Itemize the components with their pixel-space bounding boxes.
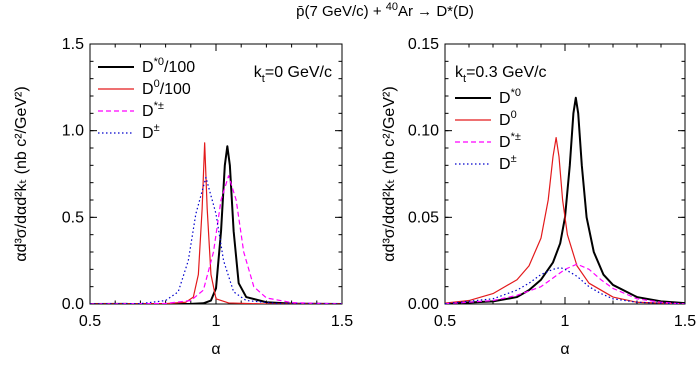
right-series-line-0	[445, 96, 685, 304]
left-legend-label: D0/100	[142, 78, 191, 98]
right-chart: 0.5 1 1.5 0.00 0.05 0.10 0.15 α αd³σ/dαd²kₜ (nb …	[381, 36, 696, 358]
left-y-tick-label: 0.5	[62, 209, 84, 226]
left-legend-label: D*±	[142, 100, 164, 120]
right-y-tick-label: 0.15	[408, 36, 439, 53]
right-plot-frame	[444, 43, 686, 305]
left-x-tick-label: 0.5	[79, 313, 101, 330]
left-legend-label: D±	[142, 122, 160, 142]
right-kt-annotation: kt=0.3 GeV/c	[455, 64, 547, 85]
right-x-axis-title: α	[560, 341, 569, 358]
left-y-axis-title: αd³σ/dαd²kₜ (nb c²/GeV²)	[13, 86, 30, 261]
left-y-tick-label: 1.5	[62, 36, 84, 53]
left-plot-frame	[89, 43, 343, 305]
left-y-tick-label: 0.0	[62, 296, 84, 313]
left-y-tick-label: 1.0	[62, 123, 84, 140]
left-series-line-2	[90, 175, 342, 304]
left-legend-label: D*0/100	[142, 56, 195, 76]
right-series-line-1	[445, 137, 685, 304]
left-series-line-1	[90, 142, 342, 304]
right-y-tick-label: 0.10	[408, 123, 439, 140]
right-series-line-3	[445, 267, 685, 304]
left-x-axis-title: α	[211, 341, 220, 358]
left-series-line-0	[90, 145, 342, 304]
right-y-tick-label: 0.00	[408, 296, 439, 313]
right-legend-label: D±	[499, 153, 517, 173]
figure-title: p̄(7 GeV/c) + 40Ar → D*(D)	[296, 1, 474, 20]
left-x-tick-label: 1	[212, 313, 221, 330]
right-legend-label: D0	[499, 109, 517, 129]
right-x-tick-label: 0.5	[434, 313, 456, 330]
right-legend-label: D*±	[499, 131, 521, 151]
left-x-tick-label: 1.5	[331, 313, 353, 330]
left-series-line-3	[90, 176, 342, 304]
right-series-line-2	[445, 263, 685, 304]
right-legend-label: D*0	[499, 87, 521, 107]
right-y-axis-title: αd³σ/dαd²kₜ (nb c²/GeV²)	[381, 86, 398, 261]
right-x-tick-label: 1.5	[674, 313, 696, 330]
left-kt-annotation: kt=0 GeV/c	[254, 64, 332, 85]
right-y-tick-label: 0.05	[408, 209, 439, 226]
right-x-tick-label: 1	[561, 313, 570, 330]
